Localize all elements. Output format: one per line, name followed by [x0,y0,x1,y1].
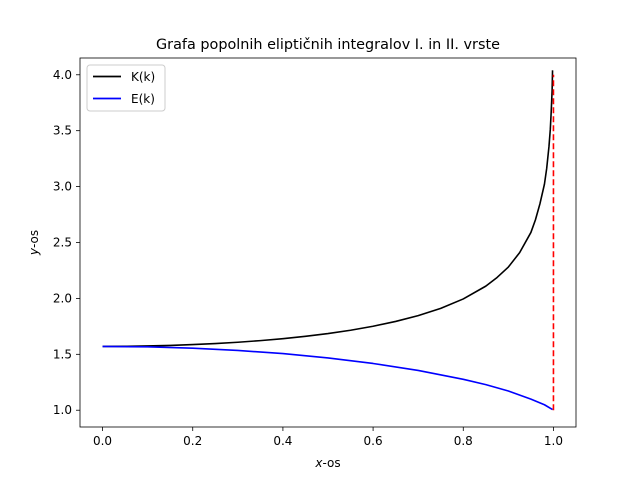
x-tick-label: 1.0 [544,434,563,448]
series-line-1 [102,345,553,411]
x-axis-ticks: 0.0 0.2 0.4 0.6 0.8 1.0 [93,427,563,448]
series-layer [102,70,555,411]
x-tick-label: 0.6 [364,434,383,448]
x-tick-label: 0.8 [454,434,473,448]
y-tick-label: 1.5 [53,347,72,361]
x-axis-label-rest: -os [322,456,340,470]
y-tick-label: 1.0 [53,403,72,417]
x-axis-label: x-os [314,456,340,470]
y-tick-label: 3.5 [53,124,72,138]
legend-label-k: K(k) [131,70,155,84]
y-tick-label: 4.0 [53,68,72,82]
y-axis-label: y-os [27,230,41,256]
y-axis-label-rest: -os [27,230,41,248]
x-tick-label: 0.4 [273,434,292,448]
y-tick-label: 3.0 [53,180,72,194]
y-axis-label-var: y [27,247,41,256]
y-tick-label: 2.5 [53,236,72,250]
y-tick-label: 2.0 [53,291,72,305]
legend-label-e: E(k) [131,92,155,106]
y-axis-ticks: 1.0 1.5 2.0 2.5 3.0 3.5 4.0 [53,68,80,417]
series-line-0 [102,70,554,348]
x-tick-label: 0.2 [183,434,202,448]
x-axis-label-var: x [314,456,323,470]
legend: K(k) E(k) [86,64,166,112]
x-tick-label: 0.0 [93,434,112,448]
chart-title: Grafa popolnih eliptičnih integralov I. … [156,37,500,53]
